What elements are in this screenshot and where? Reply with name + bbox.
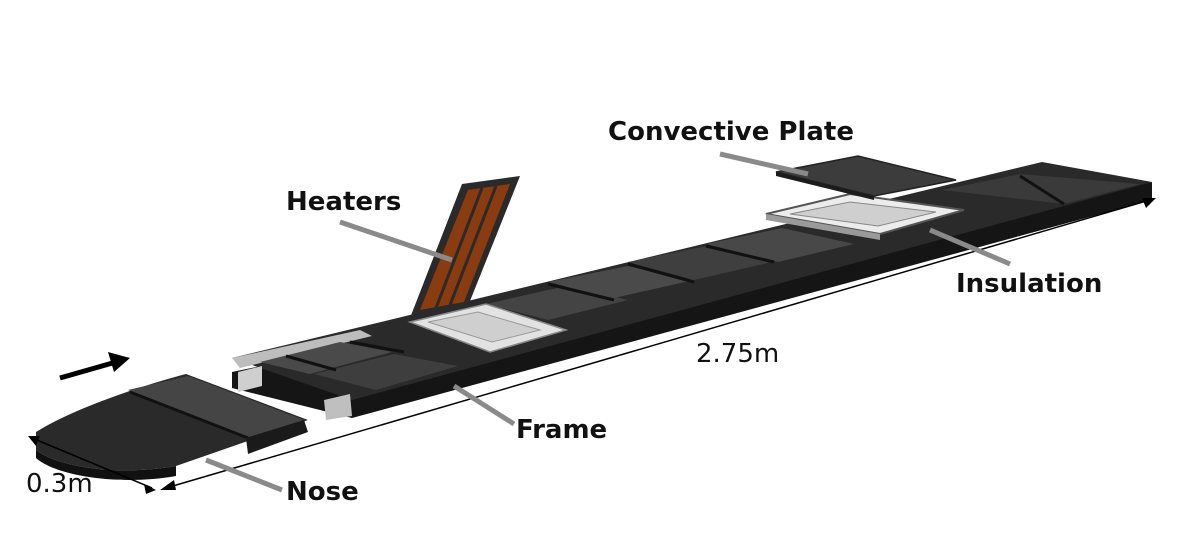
frame-label: Frame: [516, 415, 607, 445]
width-dimension-line: [28, 436, 156, 494]
leader-lines: [205, 151, 1011, 493]
heaters-label: Heaters: [286, 187, 401, 217]
width-dimension-label: 0.3m: [26, 469, 93, 499]
heaters-panel: [410, 176, 520, 318]
convective-plate-part: [775, 155, 957, 200]
heater-insulation-pocket: [407, 303, 569, 353]
plate-segments: [260, 174, 1140, 390]
flow-direction-arrow: [59, 352, 130, 381]
convective-plate-label: Convective Plate: [608, 117, 854, 147]
insulation-label: Insulation: [956, 269, 1102, 299]
nose-part: [36, 374, 308, 480]
length-dimension-line: [160, 198, 1156, 490]
insulation-part: [765, 192, 965, 240]
nose-label: Nose: [286, 477, 359, 507]
length-dimension-label: 2.75m: [696, 339, 779, 369]
